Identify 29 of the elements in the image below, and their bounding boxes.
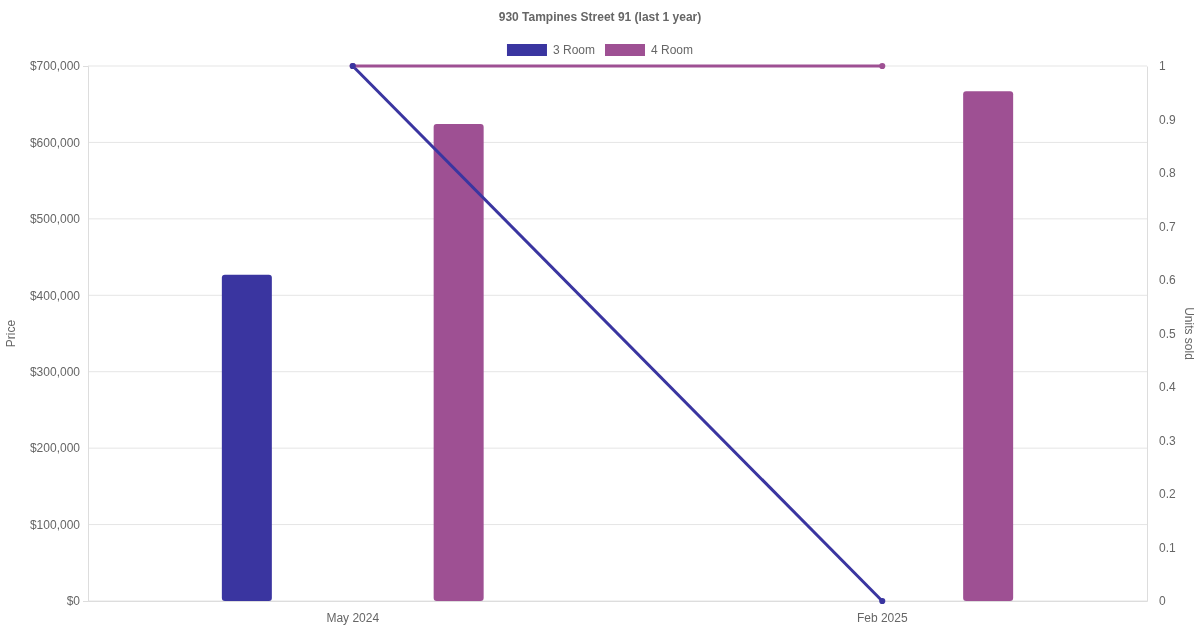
bar bbox=[221, 274, 272, 601]
x-tick-label: May 2024 bbox=[326, 610, 380, 625]
bar bbox=[963, 91, 1014, 601]
y-tick-label: $200,000 bbox=[29, 441, 81, 456]
y2-tick-label: 0 bbox=[1159, 594, 1166, 609]
y-tick-label: $500,000 bbox=[29, 212, 81, 227]
y-tick-label: $700,000 bbox=[29, 59, 81, 74]
y2-tick-label: 0.6 bbox=[1159, 273, 1177, 288]
y-tick-label: $0 bbox=[66, 594, 81, 609]
x-tick-label: Feb 2025 bbox=[856, 610, 908, 625]
y2-tick-label: 0.7 bbox=[1159, 219, 1177, 234]
y2-tick-label: 0.2 bbox=[1159, 487, 1177, 502]
chart-title: 930 Tampines Street 91 (last 1 year) bbox=[498, 10, 702, 24]
y-tick-label: $300,000 bbox=[29, 365, 81, 380]
y2-tick-label: 0.1 bbox=[1159, 540, 1177, 555]
y2-tick-label: 1 bbox=[1159, 59, 1166, 74]
y2-axis-title: Units sold bbox=[1182, 307, 1196, 360]
bar bbox=[433, 124, 484, 601]
y2-tick-label: 0.3 bbox=[1159, 433, 1177, 448]
y2-tick-label: 0.5 bbox=[1159, 326, 1177, 341]
y-tick-label: $600,000 bbox=[29, 135, 81, 150]
y2-tick-label: 0.8 bbox=[1159, 166, 1177, 181]
y2-tick-label: 0.4 bbox=[1159, 380, 1177, 395]
y-tick-label: $400,000 bbox=[29, 288, 81, 303]
y-tick-label: $100,000 bbox=[29, 517, 81, 532]
legend-label: 3 Room bbox=[552, 43, 595, 57]
y2-tick-label: 0.9 bbox=[1159, 112, 1177, 127]
legend-label: 4 Room bbox=[651, 43, 694, 57]
y-axis-title: Price bbox=[4, 319, 18, 348]
